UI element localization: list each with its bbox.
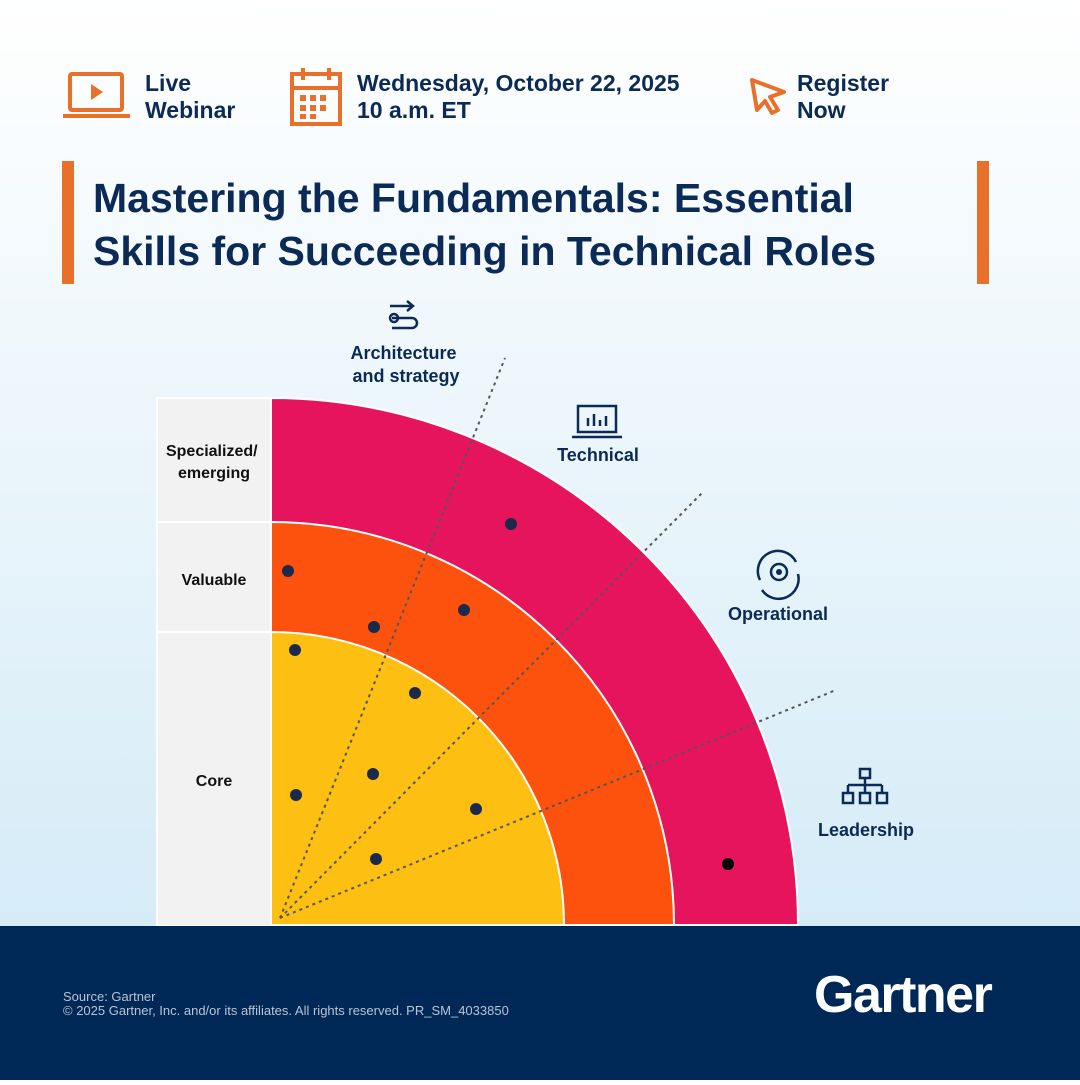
dot xyxy=(722,858,734,870)
dot xyxy=(505,518,517,530)
dot xyxy=(368,621,380,633)
dot xyxy=(282,565,294,577)
register-label[interactable]: Register Now xyxy=(797,70,895,123)
title-bar xyxy=(62,161,74,284)
axis-leadership: Leadership xyxy=(818,767,914,840)
axis-label: Operational xyxy=(728,604,828,624)
dot xyxy=(289,644,301,656)
row-cell xyxy=(156,521,272,633)
row-label: Valuable xyxy=(182,572,247,589)
divider xyxy=(279,491,704,919)
axis-architecture: Architecture and strategy xyxy=(350,300,461,386)
axis-label: Technical xyxy=(557,445,639,465)
text-line: Specialized/ xyxy=(166,443,258,460)
axis-label: Leadership xyxy=(818,820,914,840)
text-line[interactable]: Register xyxy=(797,70,889,96)
text-line: Live xyxy=(145,70,191,96)
text-line: 10 a.m. ET xyxy=(357,97,471,123)
dividers xyxy=(279,357,837,919)
dot xyxy=(367,768,379,780)
copyright: © 2025 Gartner, Inc. and/or its affiliat… xyxy=(63,1003,509,1018)
row-cell xyxy=(156,397,272,523)
axis-technical: Technical xyxy=(557,404,639,465)
row-labels: Specialized/ emerging Valuable Core xyxy=(156,397,272,927)
dot xyxy=(290,789,302,801)
dot xyxy=(470,803,482,815)
title: Mastering the Fundamentals: Essential Sk… xyxy=(93,175,876,274)
dot xyxy=(458,604,470,616)
title-bar xyxy=(977,161,989,284)
divider xyxy=(279,689,837,919)
text-line: Skills for Succeeding in Technical Roles xyxy=(93,228,876,274)
text-line: and strategy xyxy=(352,366,459,386)
webinar-label: Live Webinar xyxy=(145,70,235,123)
text-line: Mastering the Fundamentals: Essential xyxy=(93,175,854,221)
quadrant xyxy=(270,357,837,926)
text-line[interactable]: Now xyxy=(797,97,846,123)
divider xyxy=(279,357,506,919)
calendar-icon xyxy=(290,68,342,126)
date: Wednesday, October 22, 2025 10 a.m. ET xyxy=(357,70,686,123)
source: Source: Gartner xyxy=(63,989,156,1004)
webinar-icon xyxy=(63,72,130,118)
logo: Gartner xyxy=(814,966,993,1024)
register-link[interactable]: Register Now xyxy=(750,70,895,123)
dot xyxy=(370,853,382,865)
text-line: emerging xyxy=(178,465,250,482)
text-line: Wednesday, October 22, 2025 xyxy=(357,70,680,96)
footer xyxy=(0,926,1080,1080)
skill-dots xyxy=(282,518,734,870)
text-line: Architecture xyxy=(350,343,456,363)
axis-operational: Operational xyxy=(728,549,828,624)
row-label: Core xyxy=(196,773,233,790)
axis-label: Architecture and strategy xyxy=(350,343,461,386)
row-label: Specialized/ emerging xyxy=(166,443,262,482)
text-line: Webinar xyxy=(145,97,235,123)
dot xyxy=(409,687,421,699)
